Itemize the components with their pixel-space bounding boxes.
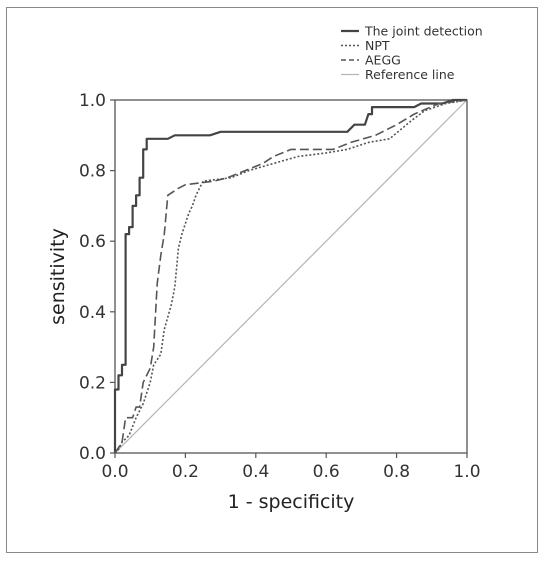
y-axis-title: sensitivity bbox=[47, 228, 69, 325]
y-tick-label: 0.6 bbox=[79, 232, 106, 252]
x-axis-title: 1 - specificity bbox=[228, 491, 355, 513]
x-tick-label: 1.0 bbox=[453, 462, 480, 482]
series-line-reference-line bbox=[114, 99, 468, 454]
plot-frame bbox=[114, 99, 468, 454]
x-tick-label: 0.4 bbox=[242, 462, 269, 482]
legend-label: The joint detection bbox=[364, 24, 483, 39]
series-line-the-joint-detection bbox=[113, 98, 467, 453]
y-tick-label: 0.0 bbox=[79, 444, 106, 464]
legend-label: NPT bbox=[365, 38, 390, 53]
series-line-aegg bbox=[114, 99, 468, 454]
legend-label: Reference line bbox=[365, 67, 455, 82]
y-tick-label: 1.0 bbox=[79, 91, 106, 111]
figure-frame bbox=[6, 7, 538, 553]
x-tick-label: 0.6 bbox=[313, 462, 340, 482]
y-tick-label: 0.4 bbox=[79, 303, 106, 323]
legend-label: AEGG bbox=[365, 53, 401, 68]
x-tick-label: 0.2 bbox=[172, 462, 199, 482]
y-tick-label: 0.2 bbox=[79, 373, 106, 393]
y-tick-label: 0.8 bbox=[79, 162, 106, 182]
x-tick-label: 0.0 bbox=[101, 462, 128, 482]
x-tick-label: 0.8 bbox=[383, 462, 410, 482]
series-line-npt bbox=[114, 99, 468, 454]
